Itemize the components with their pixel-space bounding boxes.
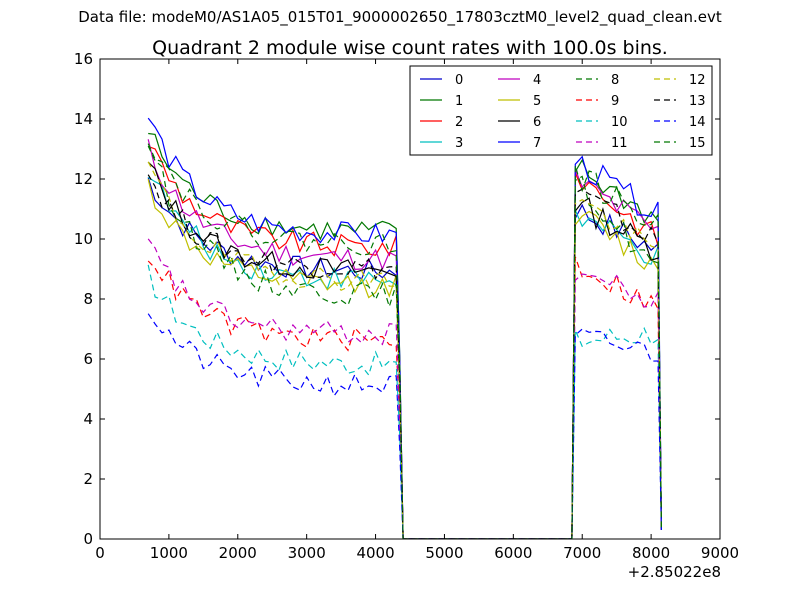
y-tick-label: 4	[83, 410, 93, 428]
legend-label-4: 4	[533, 73, 541, 88]
series-line-1	[148, 132, 662, 539]
series-line-8	[147, 145, 662, 539]
legend-label-0: 0	[455, 73, 463, 88]
data-file-title: Data file: modeM0/AS1A05_015T01_90000026…	[78, 8, 722, 26]
series-layer	[147, 117, 662, 539]
y-tick-label: 0	[83, 530, 93, 548]
legend-label-8: 8	[611, 73, 619, 88]
legend-label-3: 3	[455, 136, 463, 151]
legend-label-9: 9	[611, 94, 619, 109]
legend-label-13: 13	[689, 94, 706, 109]
x-tick-label: 1000	[150, 544, 188, 562]
series-line-11	[147, 238, 662, 539]
legend-label-14: 14	[689, 115, 706, 130]
x-tick-label: 0	[95, 544, 105, 562]
x-offset-label: +2.85022e8	[627, 563, 721, 581]
y-tick-label: 14	[74, 110, 93, 128]
series-line-4	[147, 139, 662, 539]
series-line-13	[147, 174, 662, 539]
x-tick-label: 6000	[494, 544, 532, 562]
legend-label-2: 2	[455, 115, 463, 130]
series-line-7	[147, 117, 662, 539]
series-line-3	[147, 176, 662, 539]
series-line-12	[147, 161, 662, 539]
series-line-10	[147, 264, 662, 539]
y-tick-label: 16	[74, 50, 93, 68]
y-tick-label: 6	[83, 350, 93, 368]
series-line-9	[147, 256, 662, 539]
legend-label-5: 5	[533, 94, 541, 109]
y-tick-label: 12	[74, 170, 93, 188]
legend-label-7: 7	[533, 136, 541, 151]
series-line-15	[147, 143, 662, 539]
legend-label-12: 12	[689, 73, 706, 88]
series-line-14	[147, 313, 662, 539]
x-tick-label: 3000	[288, 544, 326, 562]
y-tick-label: 2	[83, 470, 93, 488]
legend-label-11: 11	[611, 136, 628, 151]
chart-title: Quadrant 2 module wise count rates with …	[152, 37, 668, 59]
series-line-0	[147, 177, 662, 539]
x-tick-label: 4000	[356, 544, 394, 562]
x-tick-label: 7000	[563, 544, 601, 562]
y-tick-label: 8	[83, 290, 93, 308]
x-tick-label: 2000	[219, 544, 257, 562]
legend-box	[409, 65, 713, 156]
y-tick-label: 10	[74, 230, 93, 248]
x-tick-label: 8000	[632, 544, 670, 562]
x-tick-label: 5000	[425, 544, 463, 562]
legend-label-15: 15	[689, 136, 706, 151]
legend-label-1: 1	[455, 94, 463, 109]
legend-label-6: 6	[533, 115, 541, 130]
series-line-5	[147, 179, 662, 539]
ticks-layer: 0 1000 2000 3000 4000 5000 6000 7000 8000 9000 0 2 4…	[74, 50, 739, 562]
x-tick-label: 9000	[701, 544, 739, 562]
legend-label-10: 10	[611, 115, 628, 130]
